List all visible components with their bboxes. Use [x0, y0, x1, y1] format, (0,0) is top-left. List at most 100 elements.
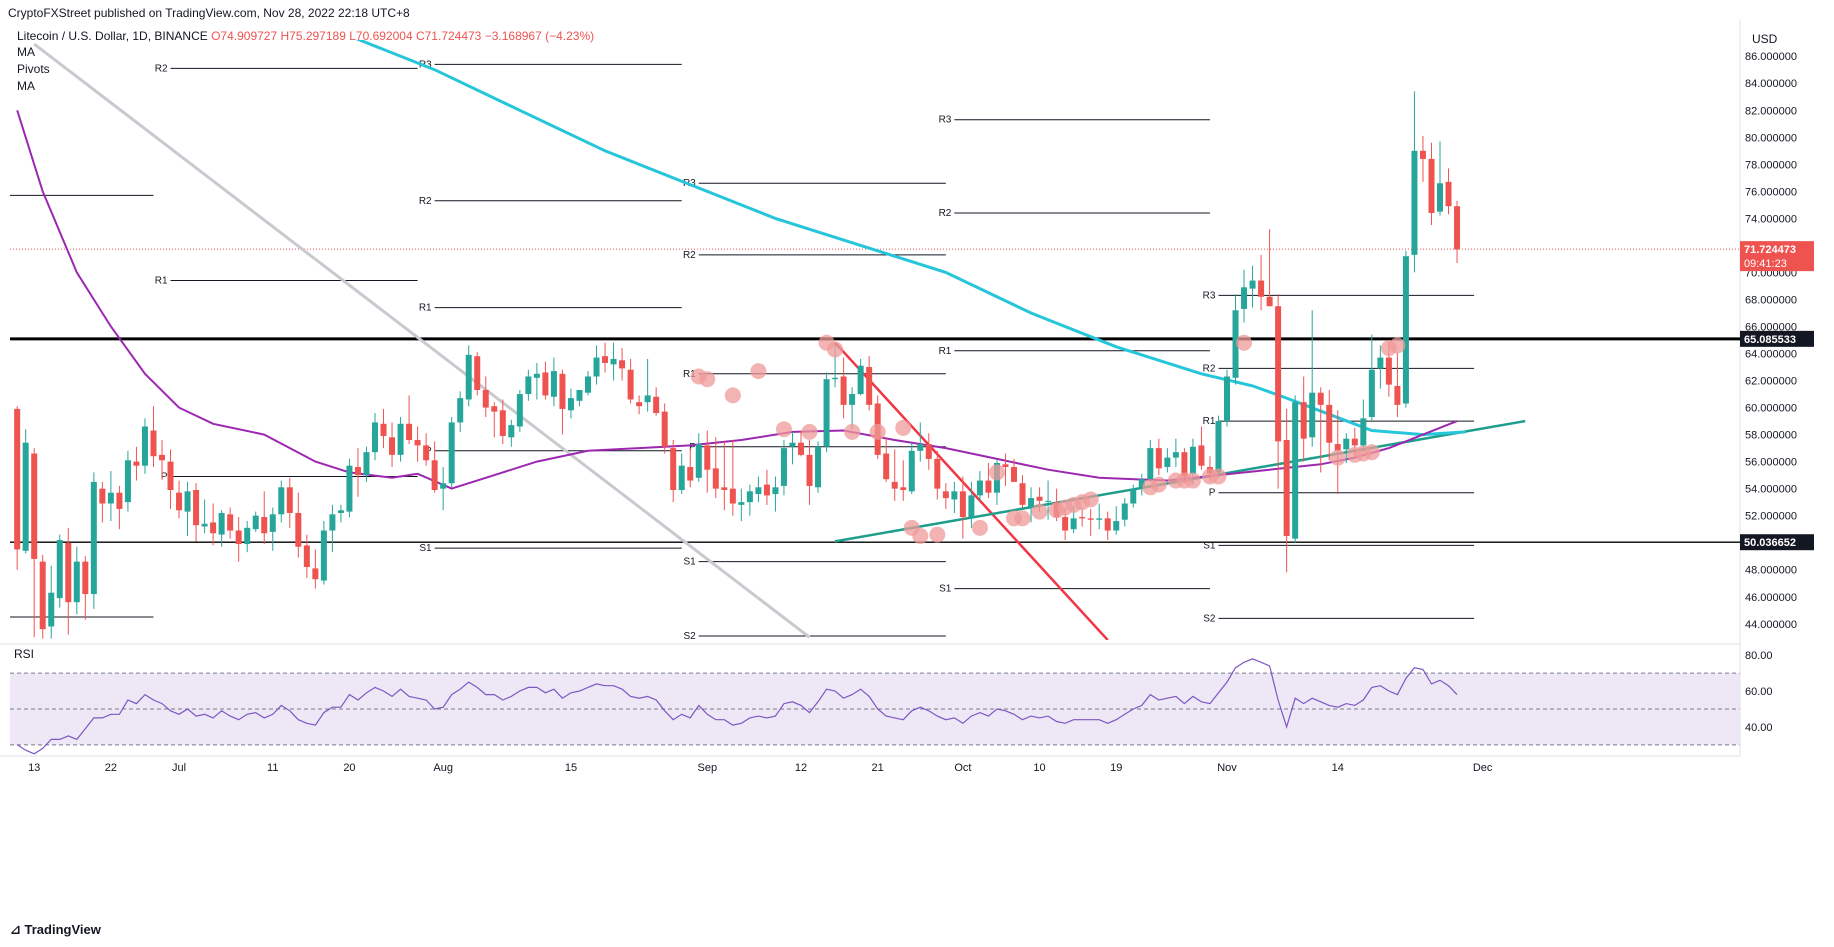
candle-body[interactable]: [968, 495, 975, 518]
candle-body[interactable]: [550, 371, 557, 397]
candle-body[interactable]: [414, 440, 421, 446]
candle-body[interactable]: [286, 487, 293, 513]
candle-body[interactable]: [985, 480, 992, 493]
candle-body[interactable]: [1411, 150, 1418, 255]
candle-body[interactable]: [210, 522, 217, 534]
candle-body[interactable]: [482, 390, 489, 408]
candle-body[interactable]: [1394, 385, 1401, 405]
candle-body[interactable]: [244, 527, 251, 545]
candle-body[interactable]: [678, 465, 685, 490]
candle-body[interactable]: [1019, 483, 1026, 505]
candle-body[interactable]: [1096, 518, 1103, 520]
candle-body[interactable]: [1011, 467, 1017, 482]
candle-body[interactable]: [1368, 369, 1375, 418]
candle-body[interactable]: [559, 373, 566, 409]
candle-body[interactable]: [593, 357, 600, 377]
candle-body[interactable]: [1351, 438, 1358, 446]
candle-body[interactable]: [406, 423, 413, 440]
candle-body[interactable]: [1198, 445, 1205, 466]
candle-body[interactable]: [1189, 446, 1196, 474]
candle-body[interactable]: [798, 442, 804, 455]
candle-body[interactable]: [610, 358, 617, 365]
candle-body[interactable]: [1300, 402, 1307, 439]
candle-body[interactable]: [1326, 404, 1333, 443]
candle-body[interactable]: [755, 487, 762, 495]
candle-body[interactable]: [823, 379, 830, 447]
candle-body[interactable]: [1104, 518, 1111, 531]
candle-body[interactable]: [1454, 206, 1461, 250]
candle-body[interactable]: [295, 512, 302, 547]
candle-body[interactable]: [780, 448, 787, 486]
candle-body[interactable]: [959, 491, 966, 518]
candle-body[interactable]: [48, 592, 55, 627]
candle-body[interactable]: [1172, 452, 1179, 458]
candle-body[interactable]: [465, 354, 472, 400]
candle-body[interactable]: [1385, 357, 1392, 385]
candle-body[interactable]: [619, 360, 626, 369]
candle-body[interactable]: [1130, 488, 1137, 504]
candle-body[interactable]: [440, 483, 447, 489]
candle-body[interactable]: [1224, 376, 1230, 422]
candle-body[interactable]: [1241, 287, 1248, 309]
candle-body[interactable]: [201, 523, 208, 527]
candle-body[interactable]: [695, 444, 702, 478]
candle-body[interactable]: [585, 376, 591, 393]
candle-body[interactable]: [457, 398, 464, 423]
candle-body[interactable]: [107, 492, 114, 504]
candle-body[interactable]: [22, 442, 29, 551]
candle-body[interactable]: [133, 461, 140, 466]
candle-body[interactable]: [721, 487, 728, 490]
candle-body[interactable]: [423, 445, 430, 461]
candle-body[interactable]: [261, 517, 268, 534]
candle-body[interactable]: [815, 446, 822, 488]
candle-body[interactable]: [312, 568, 319, 580]
candle-body[interactable]: [576, 390, 583, 401]
candle-body[interactable]: [670, 448, 677, 490]
candle-body[interactable]: [363, 452, 370, 476]
candle-body[interactable]: [516, 394, 523, 427]
candle-body[interactable]: [687, 467, 694, 481]
candle-body[interactable]: [65, 542, 72, 603]
candle-body[interactable]: [491, 406, 498, 412]
candle-body[interactable]: [56, 540, 63, 599]
candle-body[interactable]: [1258, 280, 1265, 297]
candle-body[interactable]: [431, 460, 438, 490]
candle-body[interactable]: [116, 492, 123, 509]
candle-body[interactable]: [124, 460, 131, 503]
candle-body[interactable]: [567, 398, 574, 411]
indicator-ma-fast[interactable]: MA: [17, 45, 35, 59]
candle-body[interactable]: [269, 514, 276, 532]
candle-body[interactable]: [1275, 306, 1282, 442]
candle-body[interactable]: [193, 490, 200, 526]
candle-body[interactable]: [1164, 457, 1171, 468]
candle-body[interactable]: [227, 514, 234, 531]
candle-body[interactable]: [1215, 421, 1222, 473]
candle-body[interactable]: [1045, 500, 1052, 502]
candle-body[interactable]: [346, 465, 353, 512]
old-trendline[interactable]: [33, 42, 811, 639]
candle-body[interactable]: [1028, 498, 1035, 508]
candle-body[interactable]: [1079, 517, 1086, 519]
candle-body[interactable]: [1249, 280, 1256, 289]
candle-body[interactable]: [508, 425, 515, 438]
candle-body[interactable]: [303, 545, 310, 568]
candle-body[interactable]: [1445, 181, 1452, 207]
candle-body[interactable]: [218, 512, 225, 535]
candle-body[interactable]: [525, 376, 532, 395]
candle-body[interactable]: [39, 561, 46, 630]
candle-body[interactable]: [627, 369, 634, 400]
candle-body[interactable]: [729, 488, 736, 504]
candle-body[interactable]: [397, 423, 404, 455]
candle-body[interactable]: [746, 491, 753, 503]
candle-body[interactable]: [14, 408, 21, 550]
candle-body[interactable]: [832, 377, 839, 380]
candle-body[interactable]: [1309, 392, 1316, 438]
candle-body[interactable]: [184, 491, 191, 512]
candle-body[interactable]: [354, 467, 361, 476]
candle-body[interactable]: [380, 423, 387, 436]
candle-body[interactable]: [883, 453, 890, 480]
candle-body[interactable]: [1428, 158, 1435, 213]
candle-body[interactable]: [849, 394, 856, 405]
candle-body[interactable]: [712, 468, 719, 489]
